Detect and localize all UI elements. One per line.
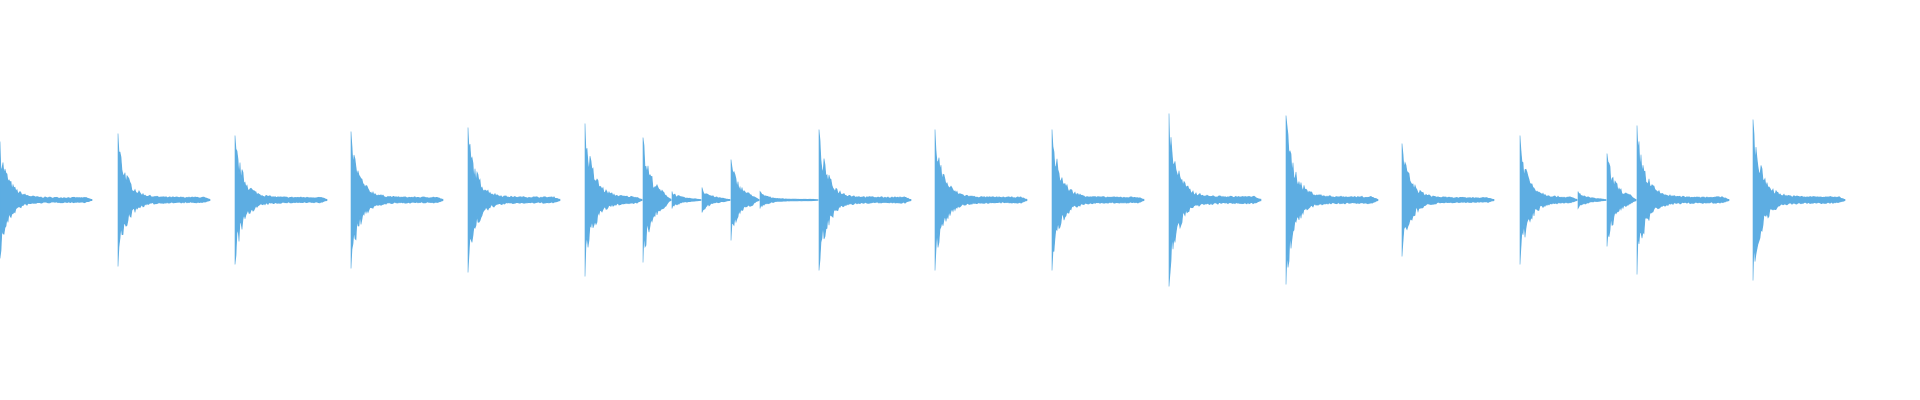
waveform-hit xyxy=(234,135,328,265)
waveform-hit xyxy=(671,191,702,209)
waveform-hit xyxy=(1285,115,1379,285)
waveform-hit xyxy=(1519,135,1578,265)
waveform-hit xyxy=(117,133,211,267)
waveform-hit xyxy=(350,131,444,269)
waveform-hit xyxy=(1051,129,1145,271)
waveform-hit xyxy=(1577,191,1607,210)
waveform-hit xyxy=(642,137,672,263)
waveform-hit xyxy=(701,187,731,213)
waveform-hit xyxy=(818,129,912,271)
waveform-hit xyxy=(934,129,1028,271)
waveform-hit xyxy=(1401,143,1495,257)
waveform-hit xyxy=(1752,119,1846,281)
waveform-hit xyxy=(0,141,93,259)
waveform-hit xyxy=(1168,113,1262,287)
waveform-hit xyxy=(584,123,643,277)
waveform-hit xyxy=(730,159,760,241)
waveform-hit xyxy=(1636,125,1730,275)
waveform-hit xyxy=(1606,153,1637,247)
waveform-hit xyxy=(759,190,819,209)
waveform-hit xyxy=(467,127,561,273)
